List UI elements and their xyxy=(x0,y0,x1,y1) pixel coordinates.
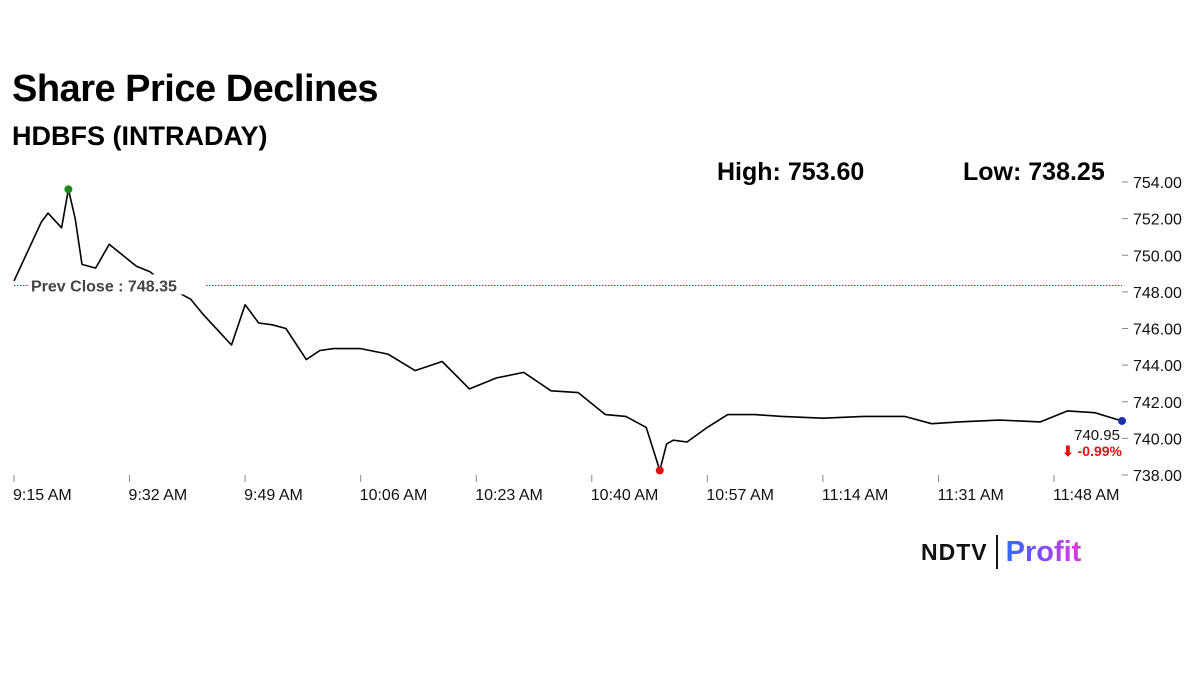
y-tick-label: 754.00 xyxy=(1133,175,1182,192)
y-tick-label: 748.00 xyxy=(1133,285,1182,302)
change-percent-label: ⬇ -0.99% xyxy=(1062,443,1123,459)
x-tick-label: 9:15 AM xyxy=(13,487,72,504)
y-tick-label: 738.00 xyxy=(1133,468,1182,485)
x-tick-label: 11:48 AM xyxy=(1053,487,1119,504)
day-high-label: High: 753.60 xyxy=(717,158,865,186)
prev-close-label-bg xyxy=(28,274,206,295)
last-price-label: 740.95 xyxy=(1074,427,1120,444)
day-low-label: Low: 738.25 xyxy=(963,158,1105,186)
profit-wordmark: Profit xyxy=(1005,535,1082,568)
day-low-marker xyxy=(655,466,664,475)
y-tick-label: 744.00 xyxy=(1133,358,1182,375)
x-tick-label: 9:49 AM xyxy=(244,487,303,504)
ndtv-wordmark: NDTV xyxy=(921,538,988,565)
x-tick-label: 10:57 AM xyxy=(706,487,774,504)
y-tick-label: 750.00 xyxy=(1133,248,1182,265)
last-price-marker xyxy=(1118,416,1126,425)
prev-close-label: Prev Close : 748.35 xyxy=(31,278,177,295)
y-tick-label: 752.00 xyxy=(1133,212,1182,229)
y-tick-label: 740.00 xyxy=(1133,431,1182,448)
x-tick-label: 10:23 AM xyxy=(475,487,543,504)
price-line xyxy=(13,188,1123,472)
chart-subtitle: HDBFS (INTRADAY) xyxy=(12,121,268,151)
y-tick-label: 742.00 xyxy=(1133,395,1182,412)
x-tick-label: 11:31 AM xyxy=(937,487,1003,504)
day-high-marker xyxy=(64,185,73,194)
x-tick-label: 10:06 AM xyxy=(360,487,428,504)
y-tick-label: 746.00 xyxy=(1133,322,1182,339)
x-tick-label: 11:14 AM xyxy=(822,487,888,504)
x-tick-label: 10:40 AM xyxy=(591,487,659,504)
ndtv-profit-logo: NDTV Profit xyxy=(921,534,1081,570)
logo-divider xyxy=(995,535,998,569)
chart-title: Share Price Declines xyxy=(12,68,379,110)
x-tick-label: 9:32 AM xyxy=(129,487,188,504)
